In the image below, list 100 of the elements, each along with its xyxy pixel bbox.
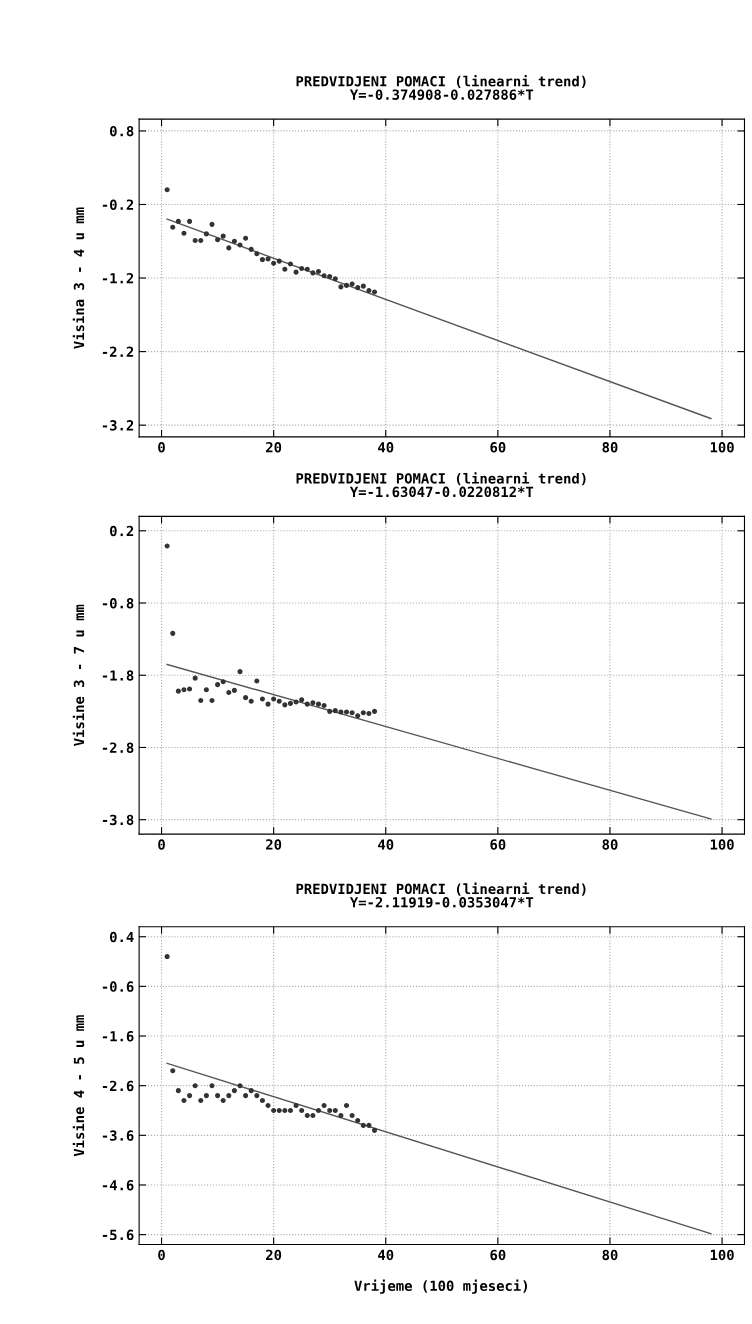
- point: [226, 690, 232, 696]
- point: [310, 1112, 316, 1119]
- point: [181, 230, 187, 236]
- point: [271, 1107, 277, 1114]
- point: [164, 187, 170, 193]
- point: [299, 697, 305, 703]
- point: [293, 1103, 299, 1109]
- point: [231, 687, 237, 693]
- y-tick-label: -3.6: [102, 1130, 134, 1141]
- point: [254, 1093, 260, 1099]
- x-tick-label: 0: [158, 442, 165, 453]
- point: [366, 288, 372, 294]
- point: [287, 261, 293, 267]
- point: [164, 954, 170, 960]
- point: [198, 697, 204, 704]
- point: [237, 242, 243, 248]
- point: [372, 1127, 378, 1133]
- point: [215, 237, 221, 243]
- point: [327, 1107, 333, 1114]
- point: [226, 245, 232, 251]
- point: [248, 1088, 254, 1094]
- point: [321, 273, 327, 279]
- chart-subtitle: Y=-0.374908-0.027886*T: [349, 89, 534, 100]
- point: [265, 1103, 271, 1109]
- point: [360, 283, 366, 289]
- point: [175, 688, 181, 694]
- point: [220, 233, 226, 239]
- point: [287, 700, 293, 706]
- point: [372, 708, 378, 714]
- point: [327, 708, 333, 714]
- point: [192, 1083, 198, 1089]
- point: [198, 237, 204, 244]
- y-tick-label: -1.8: [102, 670, 134, 681]
- point: [187, 218, 193, 224]
- y-tick-label: -4.6: [102, 1179, 134, 1191]
- point: [355, 285, 361, 291]
- point: [372, 289, 378, 295]
- point: [175, 1088, 181, 1094]
- y-tick-label: 0.4: [110, 931, 134, 943]
- point: [209, 697, 215, 704]
- x-tick-label: 80: [602, 442, 618, 453]
- point: [170, 224, 176, 230]
- point: [181, 687, 187, 693]
- point: [203, 231, 209, 237]
- point: [243, 235, 249, 241]
- x-tick-label: 0: [158, 839, 165, 850]
- x-tick-label: 40: [378, 839, 394, 850]
- point: [299, 265, 305, 272]
- x-tick-label: 100: [710, 1249, 734, 1261]
- point: [276, 258, 282, 264]
- point: [338, 1112, 344, 1119]
- point: [366, 1122, 372, 1128]
- x-tick-label: 40: [378, 1249, 394, 1261]
- point: [220, 1098, 226, 1104]
- point: [304, 701, 310, 707]
- x-tick-label: 40: [378, 442, 394, 453]
- y-tick-label: -3.2: [102, 420, 134, 431]
- point: [209, 1083, 215, 1089]
- point: [355, 713, 361, 719]
- y-tick-label: 0.8: [110, 125, 134, 137]
- point: [349, 710, 355, 716]
- point: [237, 669, 243, 675]
- point: [248, 698, 254, 704]
- y-tick-label: -5.6: [102, 1229, 134, 1241]
- point: [254, 251, 260, 257]
- point: [215, 682, 221, 688]
- x-tick-label: 60: [490, 839, 506, 850]
- y-tick-label: -0.8: [102, 597, 134, 609]
- point: [220, 679, 226, 685]
- point: [282, 1107, 288, 1114]
- chart-subtitle: Y=-1.63047-0.0220812*T: [349, 486, 534, 498]
- y-tick-label: -1.2: [102, 273, 134, 284]
- point: [327, 274, 333, 280]
- point: [254, 678, 260, 684]
- point: [271, 696, 277, 702]
- point: [315, 268, 322, 274]
- point: [175, 218, 181, 224]
- point: [259, 257, 265, 263]
- point: [282, 702, 288, 708]
- point: [282, 266, 288, 272]
- point: [338, 709, 344, 715]
- x-tick-label: 20: [266, 1249, 282, 1261]
- point: [338, 284, 344, 290]
- y-axis-title: Visine 3 - 7 u mm: [72, 604, 85, 746]
- point: [226, 1093, 232, 1099]
- point: [366, 710, 372, 717]
- point: [198, 1098, 204, 1104]
- point: [187, 686, 193, 692]
- point: [332, 276, 338, 282]
- point: [215, 1093, 221, 1099]
- point: [310, 270, 316, 276]
- x-tick-label: 100: [710, 839, 734, 850]
- point: [310, 700, 316, 706]
- point: [259, 696, 265, 702]
- point: [304, 266, 310, 272]
- chart-title: PREDVIDJENI POMACI (linearni trend): [296, 74, 586, 89]
- point: [237, 1083, 243, 1089]
- point: [315, 1107, 322, 1114]
- x-tick-label: 20: [266, 442, 282, 453]
- y-axis-title: Visine 4 - 5 u mm: [72, 1015, 85, 1157]
